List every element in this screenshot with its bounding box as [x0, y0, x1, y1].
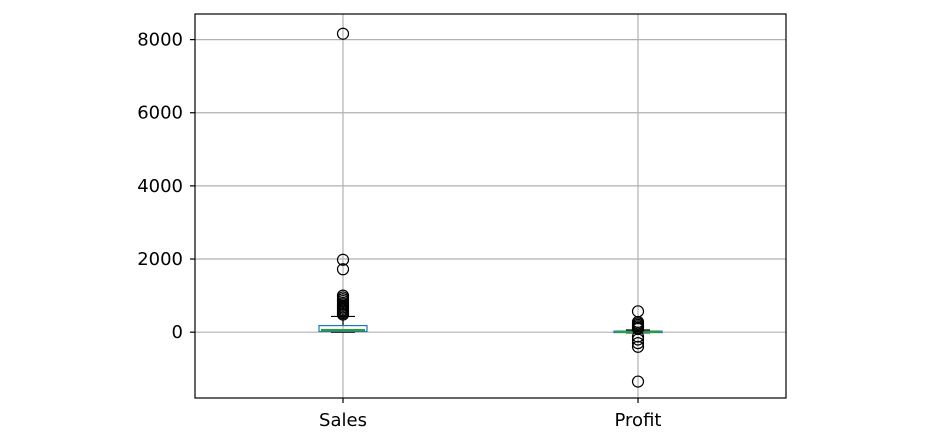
y-tick-label: 6000 — [137, 103, 183, 124]
x-tick-label: Profit — [615, 410, 662, 431]
grid-layer — [195, 14, 786, 398]
iqr-box — [318, 324, 368, 333]
outlier-point — [336, 27, 350, 40]
plot-frame — [194, 13, 787, 399]
series-layer — [318, 27, 663, 388]
y-tick-label: 2000 — [137, 249, 183, 270]
tick-layer: 0 2000 4000 6000 8000 Sales Profit — [137, 30, 661, 431]
outlier-point — [631, 337, 645, 350]
outlier-point — [631, 340, 645, 353]
outlier-point — [336, 308, 350, 321]
box-sales — [318, 27, 368, 333]
x-tick-label: Sales — [319, 410, 367, 431]
outlier-point — [336, 263, 350, 276]
y-tick-label: 4000 — [137, 176, 183, 197]
outlier-point — [631, 333, 645, 346]
outlier-point — [631, 330, 645, 343]
y-tick-label: 8000 — [137, 30, 183, 51]
outlier-point — [336, 253, 350, 266]
y-tick-label: 0 — [172, 322, 183, 343]
outlier-point — [631, 375, 645, 388]
box-profit — [613, 305, 663, 388]
